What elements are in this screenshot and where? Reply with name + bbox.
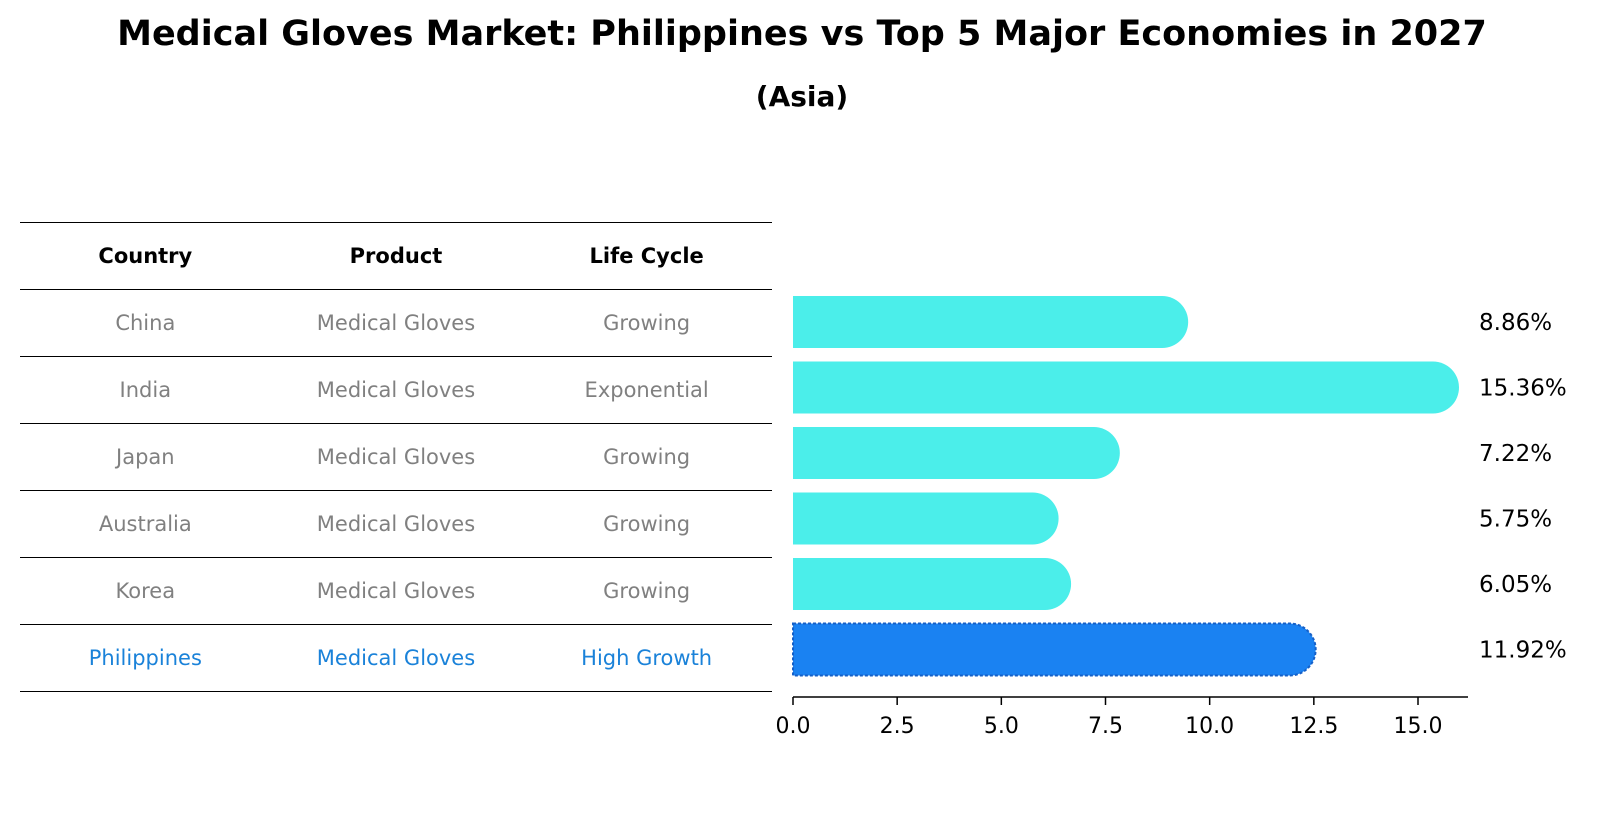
header-country: Country (98, 244, 193, 268)
bar-value-label: 5.75% (1479, 507, 1552, 533)
table-row: China Medical Gloves Growing (20, 289, 772, 356)
cell-product: Medical Gloves (316, 445, 476, 469)
comparison-table: Country Product Life Cycle China Medical… (20, 222, 772, 692)
bar (793, 427, 1120, 479)
cell-product: Medical Gloves (316, 512, 476, 536)
x-tick-label: 12.5 (1289, 714, 1338, 739)
x-tick-label: 15.0 (1394, 714, 1443, 739)
bar-value-label: 6.05% (1479, 572, 1552, 598)
cell-life-cycle: Growing (603, 579, 691, 603)
cell-product: Medical Gloves (316, 579, 476, 603)
cell-country: Philippines (88, 646, 202, 670)
bar-value-label: 8.86% (1479, 310, 1552, 336)
cell-life-cycle: Growing (603, 512, 691, 536)
x-tick-label: 5.0 (984, 714, 1019, 739)
cell-life-cycle: High Growth (581, 646, 713, 670)
table-row-highlight: Philippines Medical Gloves High Growth (20, 624, 772, 692)
bar (793, 492, 1059, 545)
cell-country: Australia (98, 512, 192, 536)
header-life-cycle: Life Cycle (589, 244, 704, 268)
x-tick-label: 2.5 (880, 714, 915, 739)
header-product: Product (349, 244, 443, 268)
bar-value-label: 7.22% (1479, 441, 1552, 467)
chart-title: Medical Gloves Market: Philippines vs To… (117, 14, 1487, 54)
x-tick-label: 0.0 (776, 714, 811, 739)
x-tick-label: 7.5 (1088, 714, 1123, 739)
table-row: Japan Medical Gloves Growing (20, 423, 772, 490)
cell-country: Korea (115, 579, 176, 603)
cell-life-cycle: Growing (603, 445, 691, 469)
cell-country: China (115, 311, 176, 335)
cell-country: Japan (116, 445, 175, 469)
table-row: India Medical Gloves Exponential (20, 356, 772, 423)
bar (793, 361, 1459, 414)
cell-life-cycle: Growing (603, 311, 691, 335)
cell-product: Medical Gloves (316, 311, 476, 335)
chart-subtitle: (Asia) (755, 80, 849, 113)
cell-product: Medical Gloves (316, 646, 476, 670)
table-header-row: Country Product Life Cycle (20, 222, 772, 289)
cell-life-cycle: Exponential (584, 378, 709, 402)
bar (793, 296, 1189, 348)
table-row: Australia Medical Gloves Growing (20, 490, 772, 557)
table-row: Korea Medical Gloves Growing (20, 557, 772, 624)
bar (792, 622, 1317, 677)
cell-country: India (119, 378, 172, 402)
cell-product: Medical Gloves (316, 378, 476, 402)
bar (793, 558, 1072, 610)
bar-value-label: 11.92% (1479, 638, 1567, 664)
bar-value-label: 15.36% (1479, 376, 1567, 402)
x-tick-label: 10.0 (1185, 714, 1234, 739)
